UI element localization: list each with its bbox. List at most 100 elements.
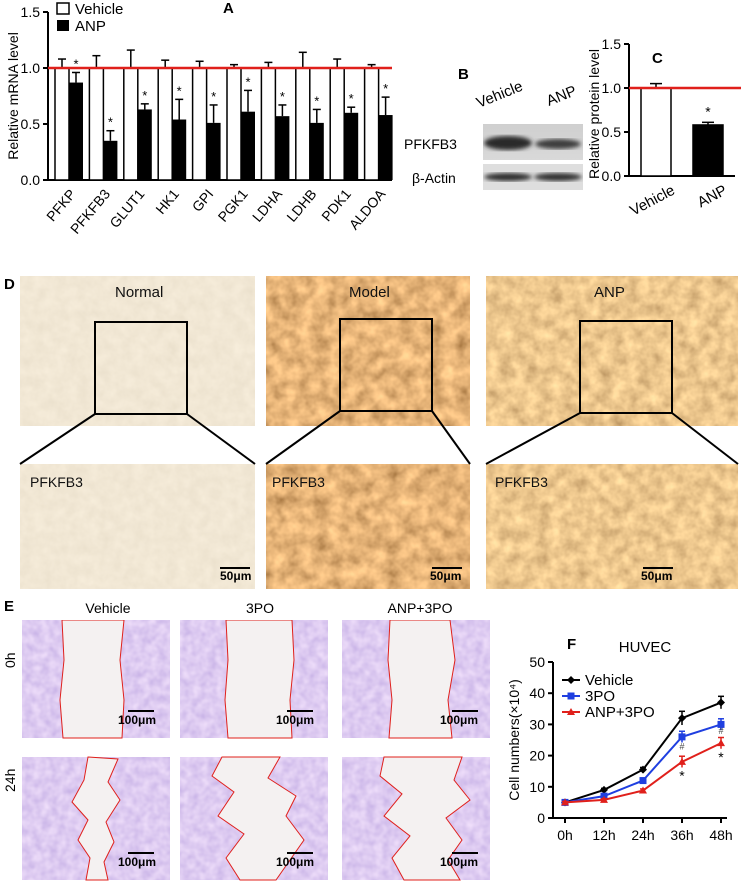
bar-vehicle [363, 67, 380, 181]
zoom-line [265, 410, 341, 465]
bar-vehicle [54, 67, 70, 181]
y-axis-label: Cell numbers(×10⁴) [506, 679, 522, 801]
legend-label: ANP+3PO [585, 704, 655, 721]
bar-anp [344, 112, 359, 180]
significance-mark: * [705, 103, 711, 119]
wound-vehicle-24h [22, 756, 170, 881]
y-tick-label: 20 [529, 748, 545, 764]
legend-marker [567, 708, 575, 715]
data-point [639, 786, 647, 794]
ihc-title-normal: Normal [115, 284, 164, 301]
annotation-star: * [679, 768, 685, 784]
blot-row-pfkfb3: PFKFB3 [404, 136, 457, 152]
scale-label: 100μm [440, 855, 479, 869]
scale-label: 100μm [276, 855, 315, 869]
x-tick-label: ALDOA [346, 185, 389, 232]
y-tick-label: 50 [529, 654, 545, 670]
bar [640, 87, 672, 177]
ihc-anp-high-mag [486, 464, 738, 589]
y-tick-label: 0 [537, 810, 545, 826]
wound-col-vehicle: Vehicle [85, 600, 131, 616]
data-point [639, 765, 647, 774]
significance-mark: * [73, 56, 78, 71]
scale-label: 50μm [220, 569, 252, 583]
bar [692, 124, 724, 177]
ihc-normal-low-mag [20, 276, 255, 426]
x-tick-label: Vehicle [627, 182, 678, 220]
significance-mark: * [280, 89, 285, 104]
legend-label-anp: ANP [75, 18, 106, 35]
y-tick-label: 1.0 [602, 80, 622, 96]
bar-vehicle [157, 67, 173, 181]
chart-f: HUVEC 0 10 20 30 40 50 Cell numbers(×10⁴) 0h 12h 2… [506, 640, 733, 843]
data-point [717, 698, 725, 707]
chart-title: HUVEC [619, 640, 672, 656]
scale-label: 50μm [430, 569, 462, 583]
blot-col-vehicle: Vehicle [474, 77, 526, 112]
bar-vehicle [191, 67, 208, 181]
data-point [717, 739, 725, 747]
legend-swatch-anp [57, 20, 69, 31]
data-point [678, 733, 686, 741]
annotation-hash: # [679, 741, 684, 751]
wound-3po-24h [180, 756, 328, 881]
ihc-panel [19, 276, 739, 589]
bar-anp [103, 140, 118, 180]
panel-label-d: D [4, 276, 15, 293]
data-point [678, 757, 686, 765]
zoom-box-anp [579, 320, 673, 414]
x-tick-label: ANP [695, 182, 730, 211]
significance-mark: * [142, 88, 147, 103]
significance-mark: * [177, 83, 182, 98]
zoom-line [19, 413, 96, 465]
bar-anp [172, 119, 187, 180]
panel-label-e: E [4, 598, 15, 615]
wound-anp3po-24h [342, 756, 490, 881]
blot-col-anp: ANP [544, 82, 579, 110]
zoom-box-model [339, 318, 433, 412]
x-tick-label: 12h [592, 827, 615, 843]
data-point [561, 798, 569, 806]
x-tick-label: LDHA [249, 185, 286, 224]
x-tick-label: GPI [189, 186, 217, 215]
bar-anp [309, 122, 324, 180]
wound-panel [22, 620, 490, 881]
bar-anp [137, 109, 152, 180]
ihc-stain-label: PFKFB3 [30, 474, 83, 490]
y-tick-label: 1.5 [21, 4, 41, 20]
bar-anp [378, 115, 393, 180]
bar-vehicle [123, 67, 139, 181]
x-tick-label: PGK1 [215, 186, 251, 225]
significance-mark: * [211, 89, 216, 104]
zoom-line [186, 413, 256, 465]
ihc-stain-label: PFKFB3 [272, 474, 325, 490]
legend-marker [567, 676, 575, 684]
data-point [717, 720, 725, 728]
scale-label: 50μm [641, 569, 673, 583]
ihc-model-low-mag [266, 276, 470, 426]
data-point [600, 795, 608, 803]
zoom-box-normal [94, 321, 188, 415]
bar-vehicle [329, 67, 345, 181]
bar-anp [69, 82, 83, 180]
panel-label-f: F [567, 636, 577, 653]
legend-marker [567, 692, 575, 700]
x-tick-label: 36h [670, 827, 693, 843]
significance-mark: * [245, 74, 250, 89]
significance-mark: * [349, 91, 354, 106]
scale-label: 100μm [118, 855, 157, 869]
scale-label: 100μm [276, 713, 315, 727]
y-axis-label: Relative mRNA level [5, 32, 21, 160]
x-tick-label: 24h [631, 827, 654, 843]
zoom-line [485, 412, 581, 465]
legend-label: 3PO [585, 688, 615, 705]
bar-vehicle [226, 67, 242, 181]
annotation-star: * [718, 749, 724, 765]
y-tick-label: 0.5 [21, 116, 41, 132]
y-tick-label: 1.0 [21, 60, 41, 76]
x-tick-label: LDHB [283, 186, 319, 225]
data-point [639, 777, 647, 785]
y-tick-label: 30 [529, 716, 545, 732]
